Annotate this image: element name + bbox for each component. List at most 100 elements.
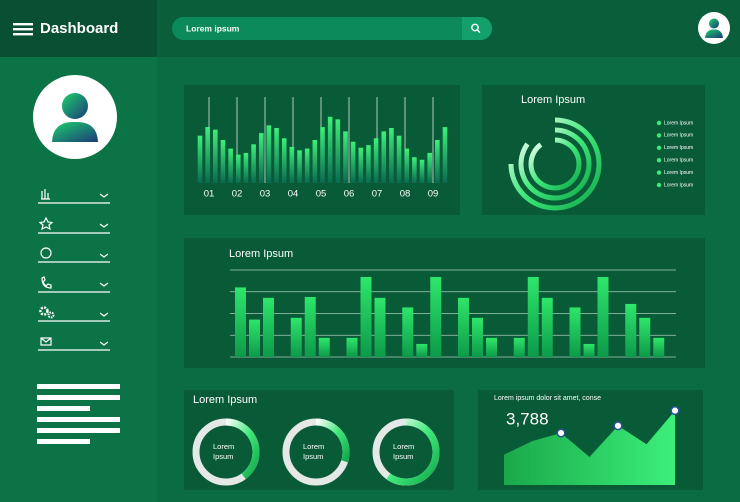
x-tick-label: 05 bbox=[316, 189, 327, 200]
x-tick-label: 07 bbox=[372, 189, 383, 200]
bar bbox=[318, 337, 330, 357]
menu-item[interactable] bbox=[38, 276, 110, 293]
bar bbox=[583, 343, 595, 357]
app-title: Dashboard bbox=[40, 20, 118, 37]
donut-label: Ipsum bbox=[213, 452, 233, 461]
ring-arc bbox=[528, 137, 582, 191]
menu-item[interactable] bbox=[38, 189, 110, 204]
bar bbox=[653, 337, 665, 357]
donut-label: Lorem bbox=[303, 442, 324, 451]
ring-arc bbox=[508, 117, 602, 211]
panel-title: Lorem Ipsum bbox=[193, 394, 257, 406]
bar bbox=[458, 297, 469, 357]
bar bbox=[263, 297, 274, 357]
bar bbox=[486, 337, 497, 357]
donut-arc bbox=[315, 418, 350, 463]
legend-label: Lorem Ipsum bbox=[664, 182, 693, 188]
legend-swatch bbox=[656, 120, 662, 126]
bar bbox=[235, 287, 246, 357]
bar bbox=[597, 276, 609, 357]
bar bbox=[320, 127, 325, 183]
donut-arc bbox=[386, 418, 440, 486]
user-avatar[interactable] bbox=[698, 12, 730, 44]
bar bbox=[430, 276, 442, 357]
bar bbox=[402, 307, 414, 357]
bar bbox=[251, 144, 256, 183]
point-marker bbox=[556, 428, 566, 438]
point-marker bbox=[613, 421, 623, 431]
bar bbox=[327, 116, 333, 183]
bar bbox=[442, 127, 448, 183]
donut-label: Lorem bbox=[213, 442, 234, 451]
search-button[interactable] bbox=[462, 17, 492, 40]
bar bbox=[389, 127, 394, 183]
bar bbox=[213, 129, 218, 183]
bar bbox=[435, 140, 440, 183]
bar bbox=[625, 303, 637, 357]
donut-label: Ipsum bbox=[303, 452, 323, 461]
area bbox=[504, 410, 675, 485]
x-tick-label: 04 bbox=[288, 189, 299, 200]
bar bbox=[228, 148, 233, 183]
legend-label: Lorem Ipsum bbox=[664, 133, 693, 139]
legend-swatch bbox=[656, 182, 662, 188]
bar bbox=[412, 157, 417, 183]
x-tick-label: 06 bbox=[344, 189, 355, 200]
kpi-value: 3,788 bbox=[506, 409, 549, 428]
bar bbox=[335, 119, 341, 183]
bar bbox=[350, 141, 356, 183]
bar bbox=[373, 138, 379, 183]
text-placeholder bbox=[37, 384, 120, 444]
panel-title: Lorem Ipsum bbox=[229, 248, 293, 260]
bar bbox=[235, 154, 241, 183]
ring-arc bbox=[518, 127, 592, 201]
bar bbox=[290, 317, 302, 357]
search-box[interactable] bbox=[172, 17, 492, 40]
bar bbox=[427, 152, 432, 183]
donut-arc bbox=[225, 418, 260, 480]
donut-label: Lorem bbox=[393, 442, 414, 451]
bar bbox=[266, 125, 272, 183]
legend-label: Lorem Ipsum bbox=[664, 158, 693, 164]
bar bbox=[358, 147, 364, 183]
bar bbox=[249, 319, 260, 357]
menu-icon[interactable] bbox=[13, 23, 33, 36]
donut-label: Ipsum bbox=[393, 452, 413, 461]
bar bbox=[416, 343, 428, 357]
bar bbox=[243, 152, 249, 183]
bar bbox=[419, 159, 425, 183]
legend-label: Lorem Ipsum bbox=[664, 170, 693, 176]
bar bbox=[312, 140, 318, 183]
bar bbox=[366, 145, 371, 183]
search-placeholder: Lorem ipsum bbox=[186, 23, 240, 33]
bar bbox=[343, 131, 348, 183]
x-tick-label: 02 bbox=[232, 189, 243, 200]
menu-item[interactable] bbox=[38, 306, 110, 322]
bar bbox=[527, 276, 539, 357]
bar bbox=[396, 135, 402, 183]
bar bbox=[220, 140, 226, 183]
bar bbox=[346, 337, 358, 357]
bar bbox=[381, 131, 387, 183]
bar bbox=[639, 317, 651, 357]
bar bbox=[360, 276, 372, 357]
bar bbox=[513, 337, 525, 357]
panel-title: Lorem ipsum dolor sit amet, conse bbox=[494, 395, 601, 402]
bar bbox=[274, 127, 279, 183]
bar bbox=[569, 307, 581, 357]
menu-item[interactable] bbox=[38, 337, 110, 351]
bar bbox=[289, 146, 295, 183]
bar bbox=[304, 148, 310, 183]
bar bbox=[541, 297, 553, 357]
menu-item[interactable] bbox=[38, 216, 110, 234]
x-tick-label: 03 bbox=[260, 189, 271, 200]
panel-title: Lorem Ipsum bbox=[521, 94, 585, 106]
menu-item[interactable] bbox=[38, 247, 110, 263]
bar bbox=[404, 148, 410, 183]
search-icon bbox=[471, 23, 481, 34]
bar bbox=[281, 138, 287, 183]
legend-swatch bbox=[656, 158, 662, 163]
sidebar-menu bbox=[38, 189, 110, 351]
x-tick-label: 01 bbox=[204, 189, 215, 200]
